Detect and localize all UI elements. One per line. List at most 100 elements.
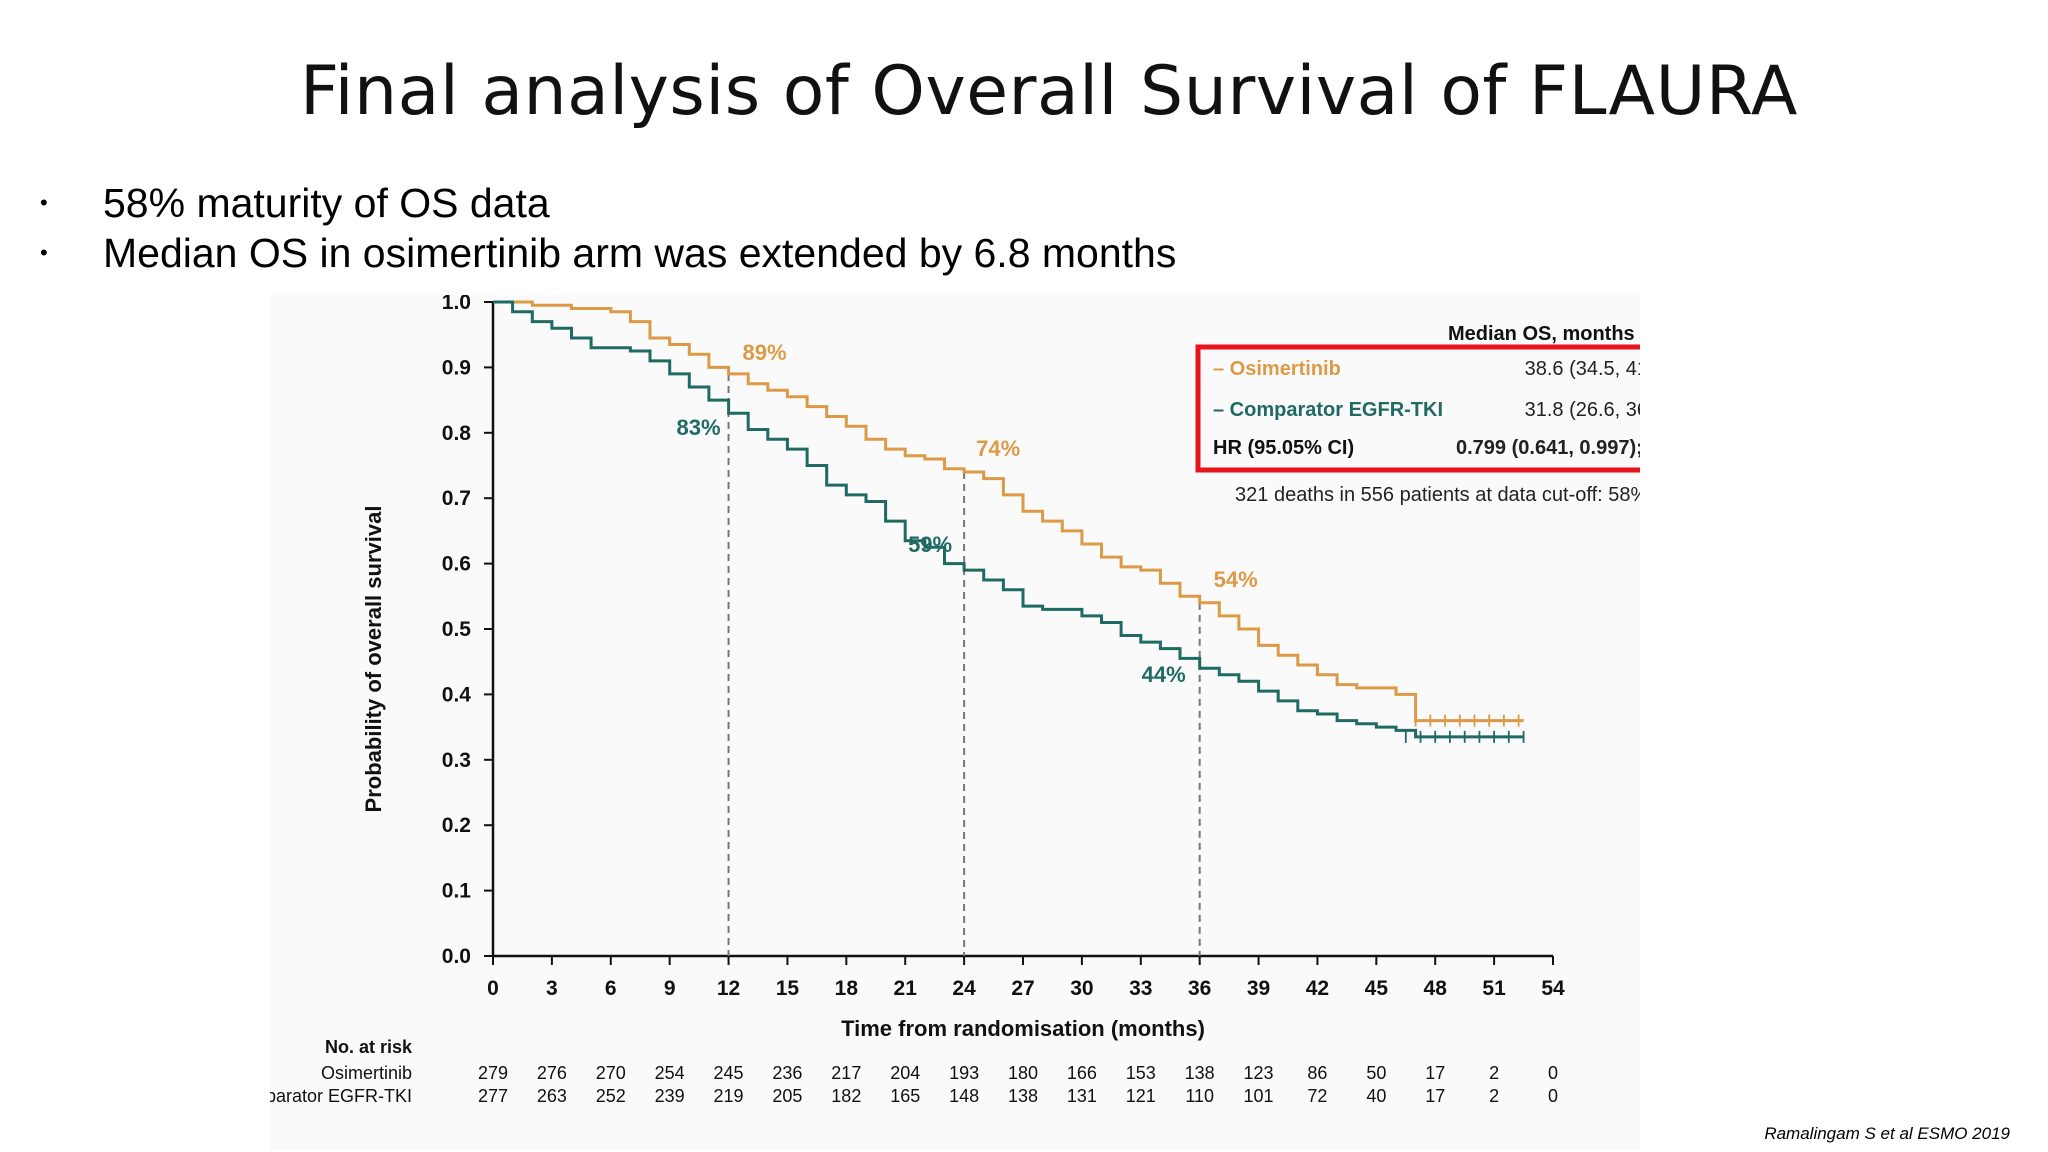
kaplan-meier-chart: 0 3 6 9 12 15 18 21 24 27 30 33 36 39 42 45 48 51 540.00.1… [270,295,1640,1106]
y-tick-label: 0.8 [442,422,472,445]
chart-panel: 0 3 6 9 12 15 18 21 24 27 30 33 36 39 42 45 48 51 54 0.0 0.1… [270,295,1640,1150]
x-tick-label: 21 [894,977,918,1000]
legend-row-label: – Osimertinib [1213,358,1341,380]
risk-table-value: 2 [1489,1063,1499,1083]
legend-row-value: 38.6 (34.5, 41.8) [1525,358,1640,380]
annotation-label: 89% [743,340,787,365]
risk-table-value: 239 [655,1086,685,1106]
annotation-label: 44% [1142,662,1186,687]
legend-row-label: – Comparator EGFR-TKI [1213,399,1443,421]
risk-table-label: Osimertinib [321,1063,412,1083]
risk-table-value: 101 [1244,1086,1274,1106]
risk-table-value: 17 [1425,1086,1445,1106]
risk-table-value: 276 [537,1063,567,1083]
legend-row-value: 0.799 (0.641, 0.997); p=0.0462 [1456,437,1640,459]
y-tick-label: 0.6 [442,553,471,576]
x-tick-label: 12 [717,977,740,1000]
risk-table-value: 153 [1126,1063,1156,1083]
x-tick-label: 45 [1365,977,1389,1000]
legend-note: 321 deaths in 556 patients at data cut-o… [1235,484,1640,506]
risk-table-value: 204 [890,1063,920,1083]
y-tick-label: 0.1 [442,880,472,903]
x-axis-label: Time from randomisation (months) [841,1016,1205,1041]
bullet-dot: • [40,240,48,265]
x-tick-label: 51 [1482,977,1506,1000]
risk-table-value: 245 [714,1063,744,1083]
bullet-dot: • [40,190,48,215]
risk-table-value: 182 [831,1086,861,1106]
survival-curve [493,300,1524,739]
risk-table-value: 254 [655,1063,685,1083]
risk-table-value: 131 [1067,1086,1097,1106]
annotation-label: 59% [908,532,952,557]
risk-table-value: 2 [1489,1086,1499,1106]
risk-table-value: 50 [1366,1063,1386,1083]
risk-table-value: 166 [1067,1063,1097,1083]
risk-table-value: 219 [714,1086,744,1106]
y-tick-label: 0.9 [442,356,471,379]
y-tick-label: 0.3 [442,749,471,772]
risk-table-value: 72 [1307,1086,1327,1106]
y-tick-label: 0.2 [442,814,471,837]
x-tick-label: 6 [605,977,617,1000]
x-tick-label: 54 [1541,977,1565,1000]
annotation-label: 54% [1214,567,1258,592]
annotation-label: 74% [976,436,1020,461]
y-axis-label: Probability of overall survival [361,506,386,813]
risk-table-value: 110 [1185,1086,1214,1106]
annotation-label: 83% [677,415,721,440]
risk-table-value: 148 [949,1086,979,1106]
y-tick-label: 0.7 [442,487,471,510]
risk-table-value: 277 [478,1086,508,1106]
y-tick-label: 0.4 [442,683,472,706]
risk-table-label: Comparator EGFR-TKI [270,1086,412,1106]
bullet-text: 58% maturity of OS data [103,180,550,226]
risk-table-value: 165 [890,1086,920,1106]
risk-table-value: 263 [537,1086,567,1106]
x-tick-label: 30 [1070,977,1093,1000]
x-tick-label: 48 [1424,977,1448,1000]
x-tick-label: 33 [1129,977,1152,1000]
risk-table-value: 205 [772,1086,802,1106]
risk-table-value: 138 [1185,1063,1215,1083]
risk-table-value: 86 [1307,1063,1327,1083]
x-tick-label: 39 [1247,977,1270,1000]
citation: Ramalingam S et al ESMO 2019 [1764,1124,2010,1143]
censor-marks [1404,730,1525,743]
x-tick-label: 27 [1011,977,1034,1000]
risk-table-value: 138 [1008,1086,1038,1106]
y-tick-label: 1.0 [442,295,471,314]
risk-table-value: 193 [949,1063,979,1083]
risk-table-value: 0 [1548,1063,1558,1083]
risk-table-value: 40 [1366,1086,1386,1106]
risk-table-value: 17 [1425,1063,1445,1083]
censor-marks [1414,714,1520,727]
legend-highlight-box [1195,344,1640,473]
legend-header: Median OS, months (95% CI) [1448,323,1640,345]
legend-row-value: 31.8 (26.6, 36.0) [1525,399,1640,421]
y-tick-label: 0.5 [442,618,472,641]
y-tick-label: 0.0 [442,945,471,968]
bullet-text: Median OS in osimertinib arm was extende… [103,230,1177,276]
risk-table-value: 123 [1244,1063,1274,1083]
x-tick-label: 9 [664,977,676,1000]
risk-table-value: 279 [478,1063,508,1083]
slide-title: Final analysis of Overall Survival of FL… [300,52,1798,131]
x-tick-label: 15 [776,977,800,1000]
x-tick-label: 24 [952,977,976,1000]
survival-curve [493,300,1524,723]
risk-table-value: 121 [1126,1086,1156,1106]
risk-table-value: 236 [772,1063,802,1083]
x-tick-label: 18 [835,977,859,1000]
risk-table-value: 0 [1548,1086,1558,1106]
legend-row-label: HR (95.05% CI) [1213,437,1354,459]
x-tick-label: 0 [487,977,499,1000]
risk-table-header: No. at risk [325,1037,413,1057]
risk-table-value: 180 [1008,1063,1038,1083]
x-tick-label: 3 [546,977,558,1000]
x-tick-label: 42 [1306,977,1329,1000]
x-tick-label: 36 [1188,977,1211,1000]
risk-table-value: 270 [596,1063,626,1083]
risk-table-value: 217 [831,1063,861,1083]
risk-table-value: 252 [596,1086,626,1106]
